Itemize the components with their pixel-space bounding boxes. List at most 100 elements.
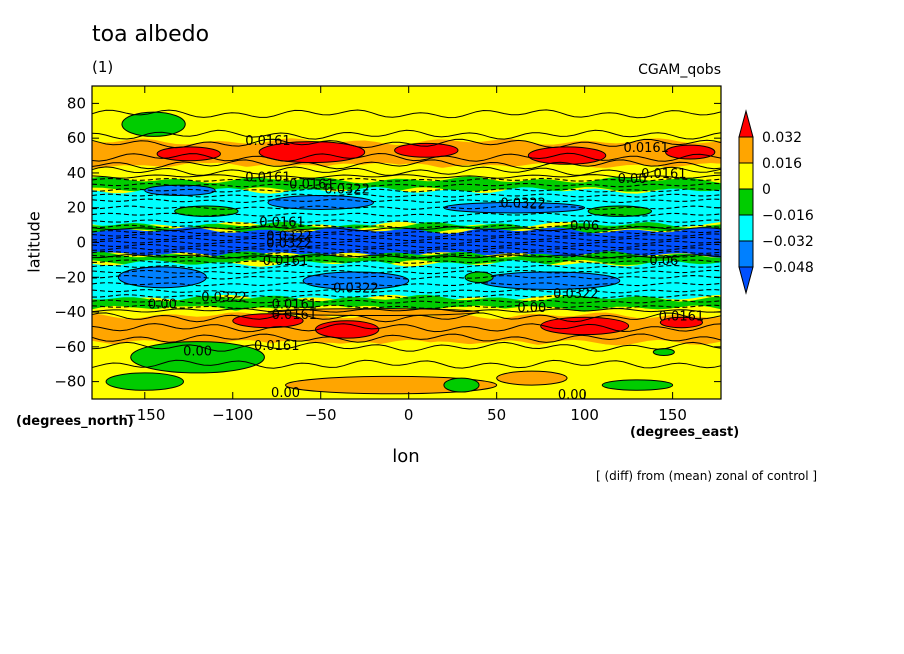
colorbar-label: 0.032: [762, 130, 802, 146]
contour-label: 0.0161: [623, 141, 669, 156]
contour-line-dashed: [92, 205, 721, 210]
anomaly-patch: [267, 308, 480, 317]
contour-label: 0.0161: [289, 177, 335, 192]
contour-label: 0.0161: [263, 254, 309, 269]
contour-line-solid: [92, 129, 721, 140]
contour-line-dashed: [92, 259, 721, 264]
x-tick-label: −150: [124, 406, 165, 424]
contour-line-dashed: [92, 247, 721, 252]
contour-line-solid: [92, 312, 721, 323]
colorbar-label: 0: [762, 182, 771, 198]
y-tick-label: −20: [54, 268, 86, 286]
anomaly-patch: [496, 370, 568, 386]
colorbar-label: 0.016: [762, 156, 802, 172]
y-tick-label: −40: [54, 303, 86, 321]
contour-label: 0.06: [649, 254, 678, 269]
contour-line-dashed: [92, 193, 721, 198]
y-tick-label: 80: [67, 94, 86, 112]
contour-line-solid: [92, 138, 721, 149]
contour-line-solid: [92, 307, 721, 313]
contour-line-dashed: [92, 212, 721, 217]
contour-line-dashed: [92, 304, 721, 309]
anomaly-patch: [601, 379, 674, 391]
contour-line-dashed: [92, 289, 721, 294]
colorbar-swatch: [738, 136, 754, 164]
contour-label: 0.0322: [266, 237, 312, 252]
colorbar-swatch: [738, 162, 754, 190]
zonal-band: [92, 251, 721, 267]
contour-label: 0.0161: [641, 167, 687, 182]
contour-line-dashed: [92, 188, 721, 193]
contour-label: 0.0322: [553, 287, 599, 302]
x-axis-label: lon: [392, 446, 420, 467]
contour-line-dashed: [92, 182, 721, 188]
contour-line-dashed: [92, 275, 721, 280]
anomaly-patch: [394, 142, 459, 158]
colorbar: 0.032 0.016 0 −0.016 −0.032 −0.048: [738, 109, 814, 295]
contour-label: 0.00: [558, 388, 587, 403]
contour-label: 0.0161: [659, 310, 705, 325]
chart-subtitle: (1): [92, 58, 114, 76]
anomaly-patch: [659, 316, 704, 329]
contour-label: 0.06: [570, 219, 599, 234]
colorbar-label: −0.016: [762, 208, 814, 224]
contour-labels-layer: 0.01610.01610.01610.03220.03220.01610.01…: [148, 134, 705, 403]
contour-line-solid: [92, 152, 721, 162]
contour-label: 0.0161: [245, 170, 291, 185]
x-tick-label: 0: [404, 406, 414, 424]
contour-label: 0.0161: [254, 339, 300, 354]
contour-label: 0.00: [271, 386, 300, 401]
y-tick-label: 40: [67, 164, 86, 182]
contour-line-dashed: [92, 250, 721, 255]
contour-line-solid: [92, 159, 721, 170]
y-tick-label: 20: [67, 199, 86, 217]
colorbar-swatch: [738, 214, 754, 242]
zonal-band: [92, 186, 721, 228]
contour-line-dashed: [92, 282, 721, 287]
colorbar-top-arrow: [738, 109, 754, 138]
contour-line-solid: [92, 166, 721, 176]
contour-label: 0.0322: [333, 282, 379, 297]
contour-label: 0.0161: [272, 297, 318, 312]
x-tick-label: 150: [658, 406, 687, 424]
contour-label: 0.00: [183, 344, 212, 359]
contour-line-dashed: [92, 230, 721, 235]
contour-line-dashed: [92, 198, 721, 203]
x-axis-units: (degrees_east): [630, 425, 740, 440]
contour-line-dashed: [92, 236, 721, 242]
y-tick-label: 60: [67, 129, 86, 147]
contour-label: 0.0161: [245, 134, 291, 149]
contour-line-dashed: [92, 233, 721, 238]
contour-label: 0.00: [517, 301, 546, 316]
anomaly-patch: [665, 144, 716, 160]
x-tick-label: 100: [570, 406, 599, 424]
colorbar-label: −0.048: [762, 260, 814, 276]
zonal-band: [92, 86, 721, 121]
footnote: [ (diff) from (mean) zonal of control ]: [596, 469, 818, 483]
colorbar-label: −0.032: [762, 234, 814, 250]
x-tick-label: 50: [487, 406, 506, 424]
contour-line-dashed: [92, 240, 721, 245]
y-tick-label: 0: [76, 234, 86, 252]
anomaly-patch: [478, 271, 621, 290]
anomaly-patch: [258, 141, 366, 164]
contour-line-dashed: [92, 177, 721, 182]
contour-line-solid: [92, 341, 721, 352]
contour-line-solid: [92, 333, 721, 343]
contour-label: 0.0322: [201, 290, 247, 305]
anomaly-patch: [587, 205, 653, 217]
anomaly-patch: [117, 266, 207, 289]
anomaly-patch: [527, 146, 607, 165]
y-axis-units: (degrees_north): [16, 414, 134, 429]
contour-line-dashed: [92, 254, 721, 259]
x-tick-label: −100: [212, 406, 253, 424]
contour-label: 0.0322: [266, 230, 312, 245]
contour-label: 0.0161: [259, 216, 305, 231]
contour-line-dashed: [92, 224, 721, 230]
contour-label: 0.0322: [324, 183, 370, 198]
contour-line-dashed: [92, 294, 721, 299]
anomaly-patch: [285, 375, 498, 395]
contour-label: 0.0161: [272, 308, 318, 323]
colorbar-swatch: [738, 188, 754, 216]
